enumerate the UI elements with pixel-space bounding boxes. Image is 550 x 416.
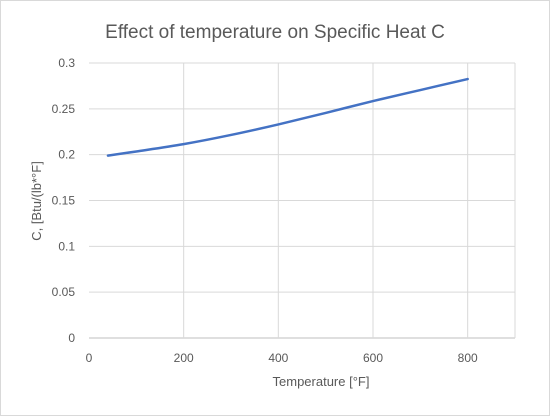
y-tick-label: 0	[68, 331, 75, 345]
x-tick-labels: 0 200 400 600 800	[86, 351, 478, 365]
x-tick-label: 400	[268, 351, 288, 365]
x-axis-label: Temperature [°F]	[273, 374, 370, 389]
y-tick-labels: 0 0.05 0.1 0.15 0.2 0.25 0.3	[52, 56, 76, 345]
x-tick-label: 200	[174, 351, 194, 365]
x-tick-label: 600	[363, 351, 383, 365]
y-tick-label: 0.15	[52, 194, 76, 208]
x-tick-label: 800	[458, 351, 478, 365]
y-tick-label: 0.3	[58, 56, 75, 70]
series-group	[106, 77, 469, 157]
y-tick-label: 0.2	[58, 148, 75, 162]
y-axis-label: C, [Btu/(lb*°F]	[29, 161, 44, 241]
y-tick-label: 0.25	[52, 102, 76, 116]
chart-title: Effect of temperature on Specific Heat C	[105, 22, 445, 43]
y-tick-label: 0.05	[52, 285, 76, 299]
y-tick-label: 0.1	[58, 239, 75, 253]
series-line	[106, 77, 469, 157]
gridlines	[89, 62, 516, 339]
x-tick-label: 0	[86, 351, 93, 365]
